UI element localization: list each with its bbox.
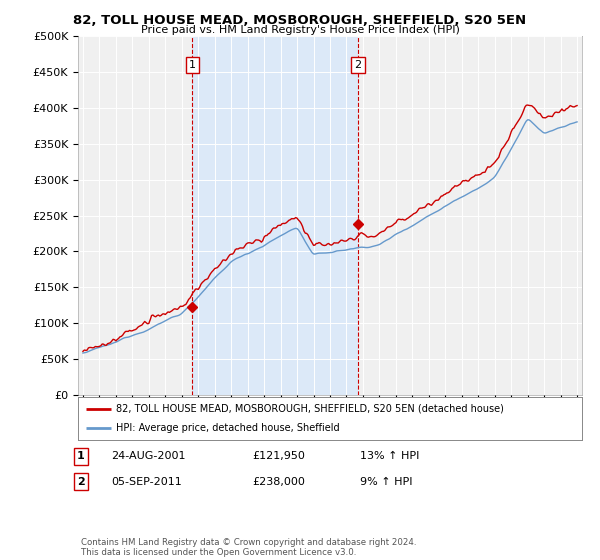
Text: £238,000: £238,000 bbox=[252, 477, 305, 487]
Text: 82, TOLL HOUSE MEAD, MOSBOROUGH, SHEFFIELD, S20 5EN: 82, TOLL HOUSE MEAD, MOSBOROUGH, SHEFFIE… bbox=[73, 14, 527, 27]
Text: 2: 2 bbox=[354, 60, 361, 70]
Text: 9% ↑ HPI: 9% ↑ HPI bbox=[360, 477, 413, 487]
Text: 82, TOLL HOUSE MEAD, MOSBOROUGH, SHEFFIELD, S20 5EN (detached house): 82, TOLL HOUSE MEAD, MOSBOROUGH, SHEFFIE… bbox=[116, 404, 503, 413]
Text: 1: 1 bbox=[189, 60, 196, 70]
Text: 13% ↑ HPI: 13% ↑ HPI bbox=[360, 451, 419, 461]
Text: Contains HM Land Registry data © Crown copyright and database right 2024.
This d: Contains HM Land Registry data © Crown c… bbox=[81, 538, 416, 557]
Text: 05-SEP-2011: 05-SEP-2011 bbox=[111, 477, 182, 487]
Text: 1: 1 bbox=[77, 451, 85, 461]
Text: £121,950: £121,950 bbox=[252, 451, 305, 461]
Bar bbox=[193, 36, 358, 395]
Text: Price paid vs. HM Land Registry's House Price Index (HPI): Price paid vs. HM Land Registry's House … bbox=[140, 25, 460, 35]
Text: 2: 2 bbox=[77, 477, 85, 487]
Text: HPI: Average price, detached house, Sheffield: HPI: Average price, detached house, Shef… bbox=[116, 423, 340, 433]
Text: 24-AUG-2001: 24-AUG-2001 bbox=[111, 451, 185, 461]
